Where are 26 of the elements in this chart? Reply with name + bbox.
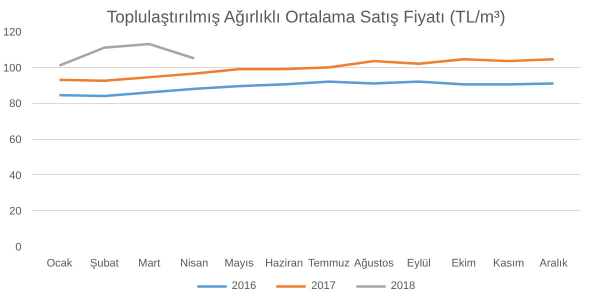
y-tick-label: 80 <box>9 98 22 110</box>
x-tick-label: Haziran <box>265 258 303 270</box>
y-tick-label: 120 <box>3 26 22 38</box>
x-tick-label: Şubat <box>90 258 119 270</box>
x-tick-label: Ocak <box>46 258 73 270</box>
line-series <box>58 58 555 82</box>
y-tick-label: 0 <box>15 242 22 254</box>
x-tick-label: Eylül <box>406 258 431 270</box>
line-series <box>58 80 555 98</box>
legend-label: 2017 <box>311 280 336 292</box>
x-tick-label: Kasım <box>493 258 524 270</box>
chart-title: Toplulaştırılmış Ağırlıklı Ortalama Satış Fiyatı (TL/m³) <box>106 8 506 26</box>
x-tick-label: Ekim <box>451 258 476 270</box>
x-tick-label: Temmuz <box>308 258 350 270</box>
x-tick-label: Nisan <box>180 258 208 270</box>
y-tick-label: 40 <box>9 170 22 182</box>
x-tick-label: Ağustos <box>354 258 394 270</box>
legend-label: 2016 <box>232 280 256 292</box>
x-tick-label: Aralık <box>539 258 568 270</box>
line-series <box>58 42 196 67</box>
x-tick-label: Mart <box>138 258 160 270</box>
y-tick-label: 100 <box>3 62 22 74</box>
x-tick-label: Mayıs <box>224 258 254 270</box>
y-tick-label: 20 <box>9 206 22 218</box>
legend-label: 2018 <box>390 280 416 292</box>
y-tick-label: 60 <box>9 134 22 146</box>
